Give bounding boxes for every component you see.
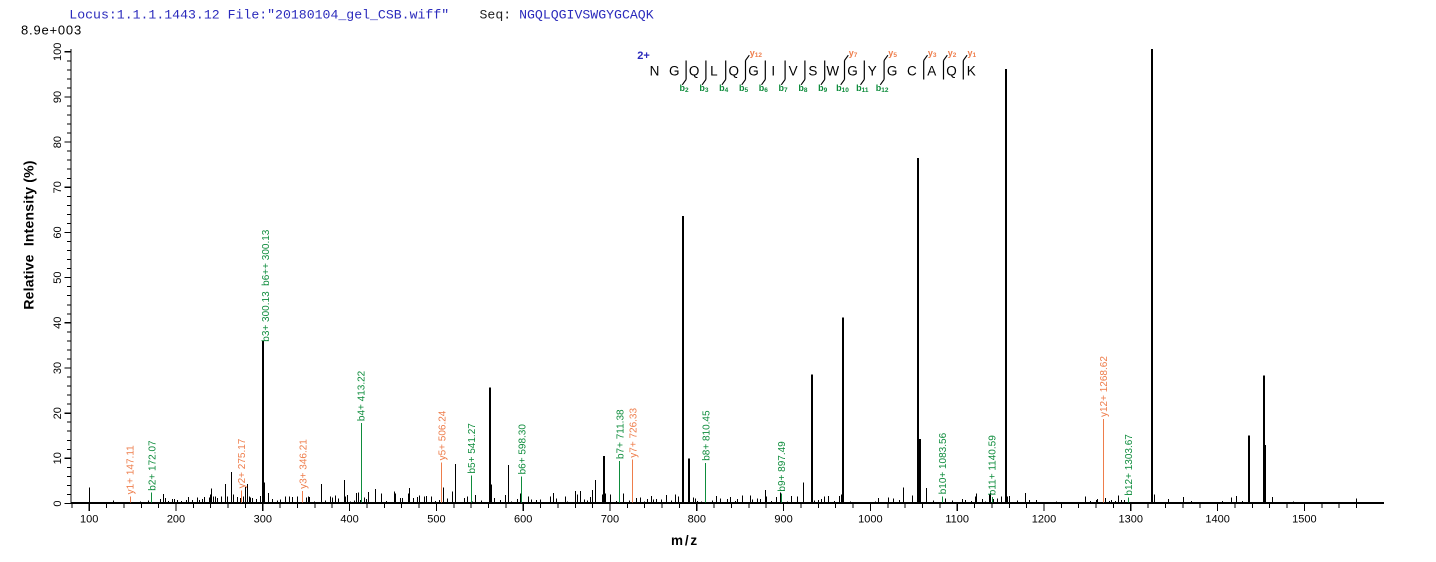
- svg-text:b8: b8: [798, 83, 808, 94]
- svg-text:y3+ 346.21: y3+ 346.21: [299, 439, 310, 489]
- svg-text:G: G: [887, 64, 898, 79]
- svg-text:b9+ 897.49: b9+ 897.49: [777, 441, 788, 492]
- svg-text:b12: b12: [876, 83, 889, 94]
- svg-text:1300: 1300: [1119, 514, 1143, 526]
- svg-text:1400: 1400: [1205, 514, 1229, 526]
- svg-text:b7+ 711.38: b7+ 711.38: [616, 409, 627, 459]
- svg-text:V: V: [789, 64, 798, 79]
- svg-text:b3: b3: [699, 83, 709, 94]
- svg-text:b5+ 541.27: b5+ 541.27: [467, 423, 478, 474]
- svg-text:y1: y1: [968, 48, 977, 59]
- svg-text:b6+ 598.30: b6+ 598.30: [517, 424, 528, 475]
- svg-text:b2: b2: [680, 83, 690, 94]
- svg-text:Relative Intensity (%): Relative Intensity (%): [21, 160, 37, 309]
- svg-text:y3: y3: [928, 48, 937, 59]
- svg-text:90: 90: [52, 91, 64, 103]
- svg-text:y5: y5: [888, 48, 897, 59]
- svg-text:0: 0: [52, 500, 64, 506]
- svg-text:b7: b7: [779, 83, 789, 94]
- svg-text:800: 800: [688, 514, 706, 526]
- svg-text:400: 400: [340, 514, 358, 526]
- svg-text:8.9e+003: 8.9e+003: [21, 23, 82, 38]
- svg-text:b4+ 413.22: b4+ 413.22: [357, 370, 368, 421]
- svg-text:m/z: m/z: [671, 533, 699, 548]
- svg-text:Seq: NGQLQGIVSWGYGCAQK: Seq: NGQLQGIVSWGYGCAQK: [480, 8, 654, 23]
- svg-text:80: 80: [52, 136, 64, 148]
- svg-text:K: K: [967, 64, 976, 79]
- svg-text:300: 300: [254, 514, 272, 526]
- svg-text:30: 30: [52, 362, 64, 374]
- svg-text:N: N: [650, 64, 660, 79]
- svg-text:b9: b9: [818, 83, 828, 94]
- svg-text:y7+ 726.33: y7+ 726.33: [628, 407, 639, 457]
- svg-text:10: 10: [52, 452, 64, 464]
- svg-text:60: 60: [52, 226, 64, 238]
- svg-text:1100: 1100: [945, 514, 969, 526]
- svg-text:I: I: [771, 64, 775, 79]
- svg-text:b4: b4: [719, 83, 729, 94]
- svg-text:G: G: [748, 64, 759, 79]
- svg-text:500: 500: [427, 514, 445, 526]
- svg-text:50: 50: [52, 271, 64, 283]
- svg-text:b8+ 810.45: b8+ 810.45: [702, 410, 713, 461]
- svg-text:b3+ 300.13 b6++ 300.13: b3+ 300.13 b6++ 300.13: [261, 229, 272, 341]
- svg-text:1500: 1500: [1292, 514, 1316, 526]
- svg-text:b10: b10: [836, 83, 849, 94]
- svg-text:700: 700: [601, 514, 619, 526]
- svg-text:b11+ 1140.59: b11+ 1140.59: [988, 435, 999, 495]
- svg-text:70: 70: [52, 181, 64, 193]
- svg-text:W: W: [826, 64, 839, 79]
- svg-text:y12: y12: [750, 48, 763, 59]
- svg-text:y2: y2: [948, 48, 957, 59]
- svg-text:20: 20: [52, 407, 64, 419]
- svg-text:y1+ 147.11: y1+ 147.11: [126, 445, 137, 494]
- svg-text:Locus:1.1.1.1443.12 File:"2018: Locus:1.1.1.1443.12 File:"20180104_gel_C…: [69, 8, 449, 23]
- svg-text:A: A: [927, 64, 936, 79]
- svg-text:y2+ 275.17: y2+ 275.17: [237, 438, 248, 488]
- svg-text:100: 100: [52, 43, 64, 61]
- svg-text:600: 600: [514, 514, 532, 526]
- svg-text:b12+ 1303.67: b12+ 1303.67: [1124, 434, 1135, 496]
- svg-text:40: 40: [52, 317, 64, 329]
- svg-text:G: G: [847, 64, 858, 79]
- svg-text:G: G: [669, 64, 680, 79]
- svg-text:b5: b5: [739, 83, 749, 94]
- svg-text:1000: 1000: [858, 514, 882, 526]
- svg-text:y12+ 1268.62: y12+ 1268.62: [1099, 356, 1110, 417]
- svg-text:Q: Q: [946, 64, 957, 79]
- svg-text:1200: 1200: [1032, 514, 1056, 526]
- svg-text:100: 100: [80, 514, 98, 526]
- svg-text:y7: y7: [849, 48, 858, 59]
- svg-text:b11: b11: [856, 83, 869, 94]
- svg-text:C: C: [907, 64, 917, 79]
- svg-text:2+: 2+: [637, 50, 650, 62]
- svg-text:Q: Q: [689, 64, 700, 79]
- svg-text:y5+ 506.24: y5+ 506.24: [437, 410, 448, 460]
- svg-text:L: L: [710, 64, 718, 79]
- svg-text:Y: Y: [868, 64, 877, 79]
- svg-text:b2+ 172.07: b2+ 172.07: [147, 440, 158, 491]
- svg-text:b10+ 1083.56: b10+ 1083.56: [938, 432, 949, 494]
- svg-text:Q: Q: [728, 64, 739, 79]
- svg-text:S: S: [808, 64, 817, 79]
- svg-text:900: 900: [774, 514, 792, 526]
- svg-text:b6: b6: [759, 83, 769, 94]
- svg-text:200: 200: [167, 514, 185, 526]
